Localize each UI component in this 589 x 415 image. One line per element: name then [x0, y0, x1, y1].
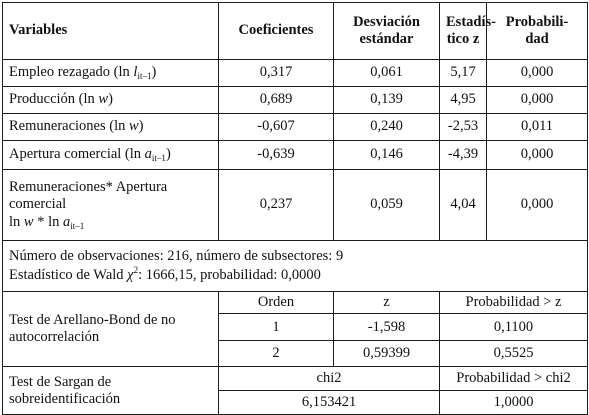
header-desviacion: Desviación estándar	[332, 2, 441, 60]
sargan-prob-value: 1,0000	[439, 390, 589, 415]
header-coeficientes: Coeficientes	[218, 2, 334, 60]
arellano-row: 1 -1,598 0,1100	[3, 313, 589, 342]
header-row: Variables Coeficientes Desviación estánd…	[2, 2, 589, 60]
variable-paren: )	[151, 64, 157, 81]
z-value: 5,17	[439, 59, 488, 87]
variable-text: Empleo rezagado (ln	[9, 64, 134, 81]
variable-symbol: w	[98, 91, 109, 108]
variable-name: Producción (ln w)	[2, 86, 219, 114]
wald-value: : 1666,15, probabilidad: 0,0000	[138, 266, 321, 283]
coeficiente-value: -0,607	[218, 113, 334, 141]
table-row: Remuneraciones (ln w) -0,607 0,240 -2,53…	[2, 113, 589, 141]
table-row: Empleo rezagado (ln lit–1) 0,317 0,061 5…	[2, 59, 589, 87]
probabilidad-value: 0,011	[486, 113, 589, 141]
variable-text-line1: Remuneraciones* Apertura	[9, 178, 168, 195]
desviacion-value: 0,061	[332, 59, 441, 87]
coeficiente-value: 0,237	[218, 169, 334, 241]
formula-operator: * ln	[33, 213, 63, 230]
arellano-orden-value: 2	[218, 340, 334, 368]
probabilidad-value: 0,000	[486, 59, 589, 87]
variable-symbol: a	[144, 146, 152, 163]
header-probabilidad-line2: dad	[525, 31, 549, 47]
header-probabilidad: Probabili- dad	[486, 2, 589, 60]
wald-note: Estadístico de Wald χ2: 1666,15, probabi…	[9, 265, 581, 284]
formula-ln: ln	[9, 213, 24, 230]
probabilidad-value: 0,000	[486, 140, 589, 170]
sargan-col-prob: Probabilidad > chi2	[439, 366, 589, 392]
z-value: 4,95	[439, 86, 488, 114]
observations-note: Número de observaciones: 216, número de …	[9, 247, 344, 264]
variable-paren: )	[108, 91, 113, 108]
notes-row: Número de observaciones: 216, número de …	[1, 240, 589, 292]
desviacion-value: 0,240	[332, 113, 441, 141]
arellano-col-z: z	[332, 290, 441, 315]
coeficiente-value: 0,317	[218, 59, 334, 87]
header-desviacion-line2: estándar	[359, 31, 414, 47]
sargan-chi2-label: chi2	[316, 370, 342, 387]
header-variables: Variables	[2, 2, 219, 60]
variable-symbol: l	[133, 64, 138, 81]
arellano-col-prob: Probabilidad > z	[439, 290, 589, 315]
desviacion-value: 0,059	[332, 169, 441, 241]
arellano-z-value: -1,598	[332, 313, 441, 342]
chi-superscript: 2	[133, 265, 139, 276]
probabilidad-value: 0,000	[486, 86, 589, 114]
variable-text: Remuneraciones (ln	[9, 118, 129, 135]
variable-paren: )	[138, 118, 144, 135]
z-value: 4,04	[439, 169, 488, 241]
arellano-z-value: 0,59399	[332, 340, 441, 368]
coeficiente-value: -0,639	[218, 140, 334, 170]
desviacion-value: 0,139	[332, 86, 441, 114]
sargan-header-row: Test de Sargan de sobreidentificación ch…	[2, 366, 589, 415]
header-desviacion-line1: Desviación	[353, 13, 420, 30]
variable-name: Apertura comercial (ln ait–1)	[2, 140, 219, 170]
z-value: -2,53	[439, 113, 488, 141]
header-probabilidad-line1: Probabili-	[505, 13, 569, 30]
variable-formula: ln w * ln ait–1	[9, 214, 212, 231]
arellano-bond-label: Test de Arellano-Bond de no autocorrelac…	[2, 290, 219, 368]
variable-subscript: it–1	[151, 153, 166, 164]
z-value: -4,39	[439, 140, 488, 170]
table-row: Apertura comercial (ln ait–1) -0,639 0,1…	[2, 140, 589, 170]
formula-a: a	[62, 213, 71, 230]
variable-name: Empleo rezagado (ln lit–1)	[2, 59, 219, 87]
desviacion-value: 0,146	[332, 140, 441, 170]
sargan-row: 6,153421 1,0000	[3, 390, 589, 415]
sargan-label: Test de Sargan de sobreidentificación	[2, 366, 219, 415]
model-notes: Número de observaciones: 216, número de …	[1, 240, 589, 292]
variable-subscript: it–1	[137, 71, 152, 82]
arellano-col-orden: Orden	[218, 290, 334, 315]
header-estadistico-line2: tico z	[446, 31, 480, 47]
variable-name: Remuneraciones* Apertura comercial ln w …	[2, 169, 219, 241]
variable-symbol: w	[129, 118, 139, 135]
header-estadistico: Estadís- tico z	[439, 2, 496, 60]
coeficiente-value: 0,689	[218, 86, 334, 114]
variable-paren: )	[165, 146, 171, 163]
variable-text: Apertura comercial (ln	[9, 146, 145, 163]
table-row: Producción (ln w) 0,689 0,139 4,95 0,000	[2, 86, 589, 114]
formula-subscript: it–1	[70, 220, 85, 231]
arellano-prob-value: 0,5525	[439, 340, 589, 368]
wald-label: Estadístico de Wald	[9, 266, 128, 283]
sargan-empty-cell: chi2	[217, 366, 441, 392]
formula-w: w	[23, 213, 34, 230]
header-estadistico-line1: Estadís-	[446, 13, 496, 30]
arellano-header-row: Test de Arellano-Bond de no autocorrelac…	[2, 290, 589, 368]
arellano-row: 2 0,59399 0,5525	[3, 340, 589, 368]
variable-text: Producción (ln	[9, 91, 99, 108]
sargan-chi2-value: 6,153421	[217, 390, 441, 415]
table-row: Remuneraciones* Apertura comercial ln w …	[2, 169, 589, 241]
arellano-prob-value: 0,1100	[439, 313, 589, 342]
variable-text-line2: comercial	[9, 196, 67, 213]
variable-name: Remuneraciones (ln w)	[2, 113, 219, 141]
chi-symbol: χ	[127, 266, 134, 283]
probabilidad-value: 0,000	[486, 169, 589, 241]
arellano-orden-value: 1	[218, 313, 334, 342]
